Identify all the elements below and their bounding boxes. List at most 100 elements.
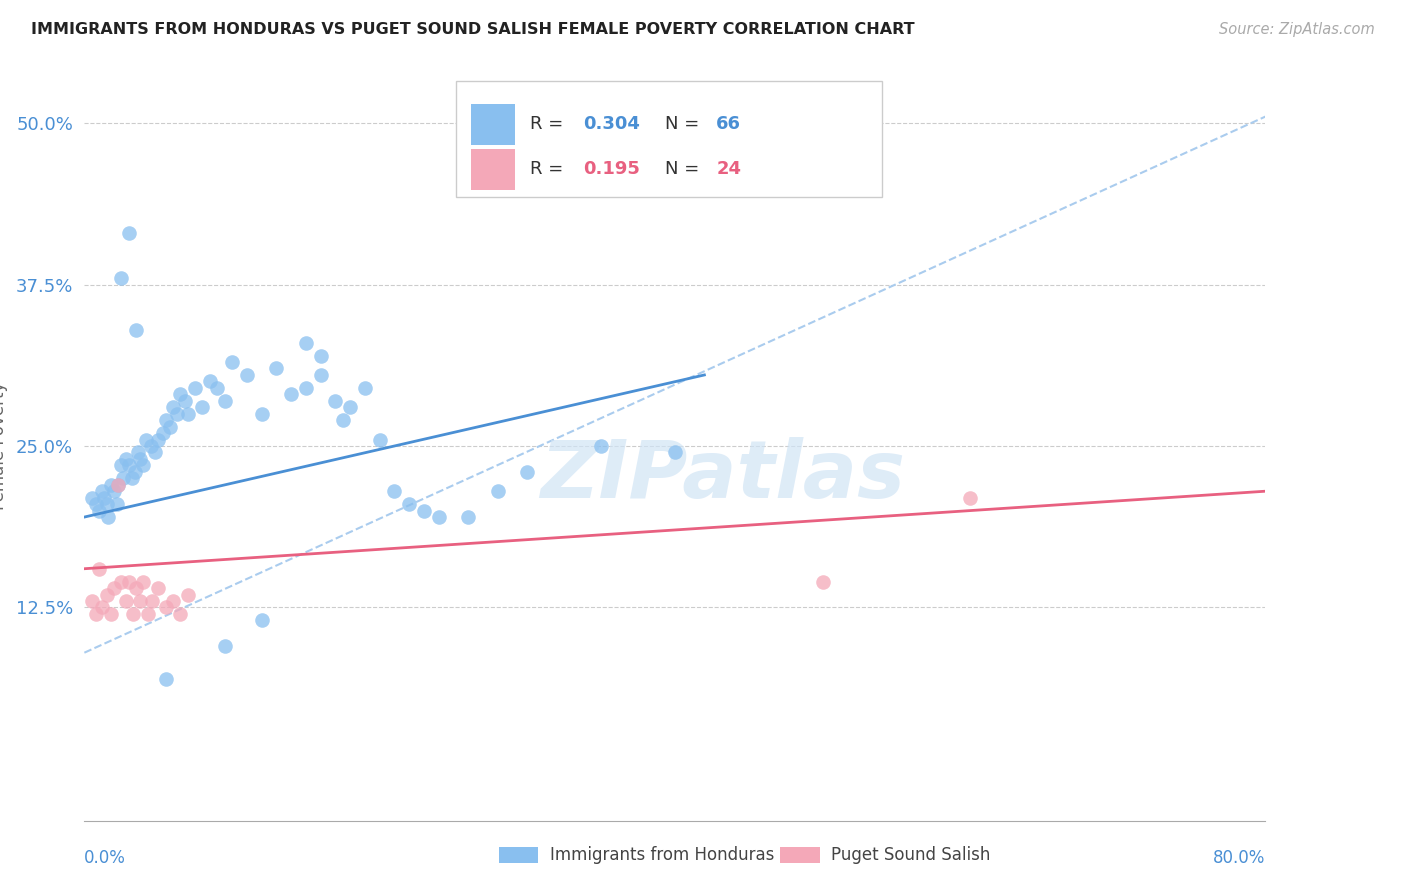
Point [457, 510, 479, 524]
Point [148, 433, 170, 447]
Point [266, 361, 288, 376]
Point [159, 419, 181, 434]
Point [118, 226, 141, 240]
Point [127, 445, 149, 459]
Point [959, 491, 981, 505]
Point [124, 465, 146, 479]
Point [97, 510, 120, 524]
Point [135, 433, 157, 447]
Text: 80.0%: 80.0% [1213, 849, 1265, 867]
Text: Source: ZipAtlas.com: Source: ZipAtlas.com [1219, 22, 1375, 37]
Point [214, 639, 236, 653]
Point [132, 574, 155, 589]
Point [166, 407, 188, 421]
Point [111, 471, 134, 485]
Point [250, 614, 273, 628]
Text: 0.0%: 0.0% [84, 849, 127, 867]
Point [100, 477, 122, 491]
Point [169, 607, 191, 621]
Point [354, 381, 377, 395]
Point [325, 393, 347, 408]
Point [280, 387, 302, 401]
Point [398, 497, 420, 511]
Text: IMMIGRANTS FROM HONDURAS VS PUGET SOUND SALISH FEMALE POVERTY CORRELATION CHART: IMMIGRANTS FROM HONDURAS VS PUGET SOUND … [31, 22, 914, 37]
Point [136, 607, 159, 621]
Point [118, 458, 141, 473]
Point [368, 433, 391, 447]
Point [125, 323, 148, 337]
Point [129, 451, 152, 466]
Point [221, 355, 243, 369]
Point [413, 503, 436, 517]
Point [664, 445, 686, 459]
Point [177, 407, 200, 421]
Point [811, 574, 834, 589]
Bar [471, 103, 516, 145]
Point [87, 503, 111, 517]
Point [152, 426, 174, 441]
Point [148, 581, 170, 595]
Point [107, 477, 129, 491]
Point [295, 335, 318, 350]
Point [103, 581, 125, 595]
Point [309, 368, 332, 382]
Bar [471, 149, 516, 190]
Point [198, 375, 221, 389]
Point [80, 491, 103, 505]
Point [118, 574, 141, 589]
Point [162, 401, 184, 415]
Text: Puget Sound Salish: Puget Sound Salish [831, 847, 990, 864]
Text: 66: 66 [716, 115, 741, 133]
Point [96, 588, 118, 602]
Point [177, 588, 200, 602]
Point [80, 594, 103, 608]
Point [100, 607, 122, 621]
Point [121, 471, 143, 485]
Point [93, 491, 115, 505]
Point [173, 393, 195, 408]
Point [162, 594, 184, 608]
Point [139, 439, 162, 453]
Point [309, 349, 332, 363]
Point [207, 381, 229, 395]
Text: 0.304: 0.304 [582, 115, 640, 133]
Point [169, 387, 191, 401]
Point [91, 600, 114, 615]
Point [84, 607, 107, 621]
Point [110, 458, 132, 473]
Point [184, 381, 207, 395]
Point [143, 445, 166, 459]
Point [427, 510, 450, 524]
Text: R =: R = [530, 115, 568, 133]
Point [91, 484, 114, 499]
Y-axis label: Female Poverty: Female Poverty [0, 382, 7, 510]
Text: R =: R = [530, 161, 575, 178]
Point [96, 497, 118, 511]
Text: 0.195: 0.195 [582, 161, 640, 178]
Text: 24: 24 [716, 161, 741, 178]
Point [125, 581, 148, 595]
Point [110, 271, 132, 285]
Point [105, 497, 128, 511]
Point [84, 497, 107, 511]
Point [107, 477, 129, 491]
Point [132, 458, 155, 473]
Point [332, 413, 354, 427]
Text: N =: N = [665, 161, 706, 178]
Point [114, 451, 136, 466]
Point [114, 594, 136, 608]
Point [141, 594, 163, 608]
Point [155, 413, 177, 427]
Text: ZIPatlas: ZIPatlas [540, 437, 904, 515]
FancyBboxPatch shape [457, 81, 882, 197]
Point [486, 484, 509, 499]
Point [339, 401, 361, 415]
Point [122, 607, 145, 621]
Point [236, 368, 259, 382]
Point [214, 393, 236, 408]
Point [382, 484, 406, 499]
Point [155, 672, 177, 686]
Text: Immigrants from Honduras: Immigrants from Honduras [550, 847, 775, 864]
Point [250, 407, 273, 421]
Point [87, 562, 111, 576]
